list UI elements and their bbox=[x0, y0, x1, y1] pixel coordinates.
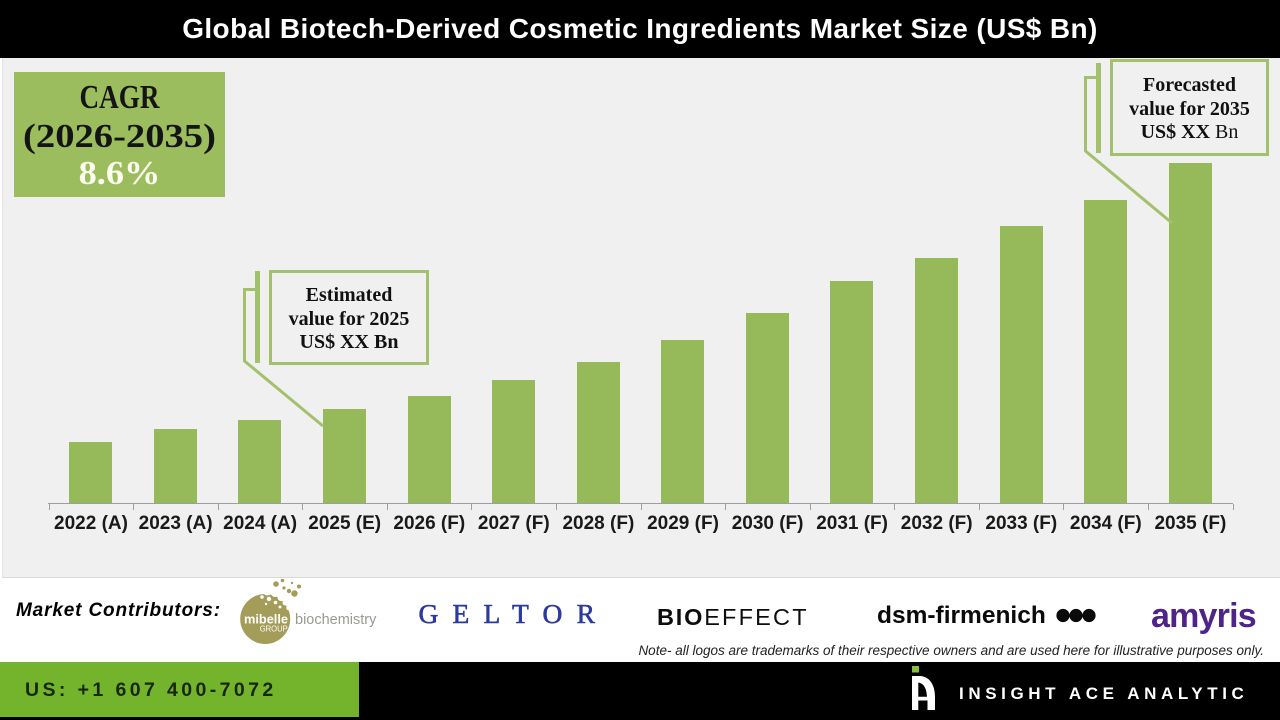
svg-text:GROUP: GROUP bbox=[260, 623, 288, 633]
svg-text:mibelle: mibelle bbox=[244, 611, 288, 626]
